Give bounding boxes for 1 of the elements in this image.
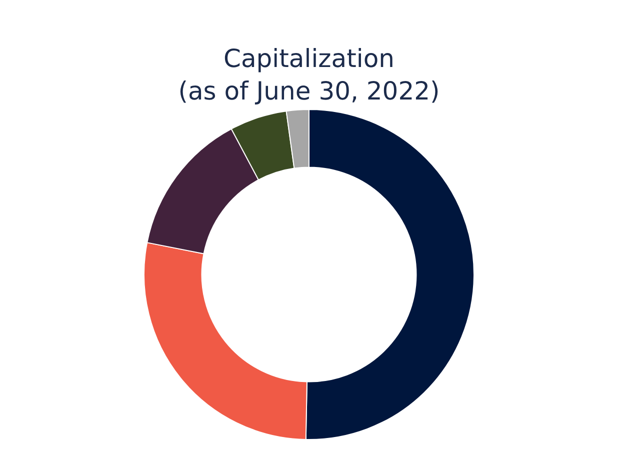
chart-title: Capitalization (as of June 30, 2022) — [178, 44, 440, 106]
